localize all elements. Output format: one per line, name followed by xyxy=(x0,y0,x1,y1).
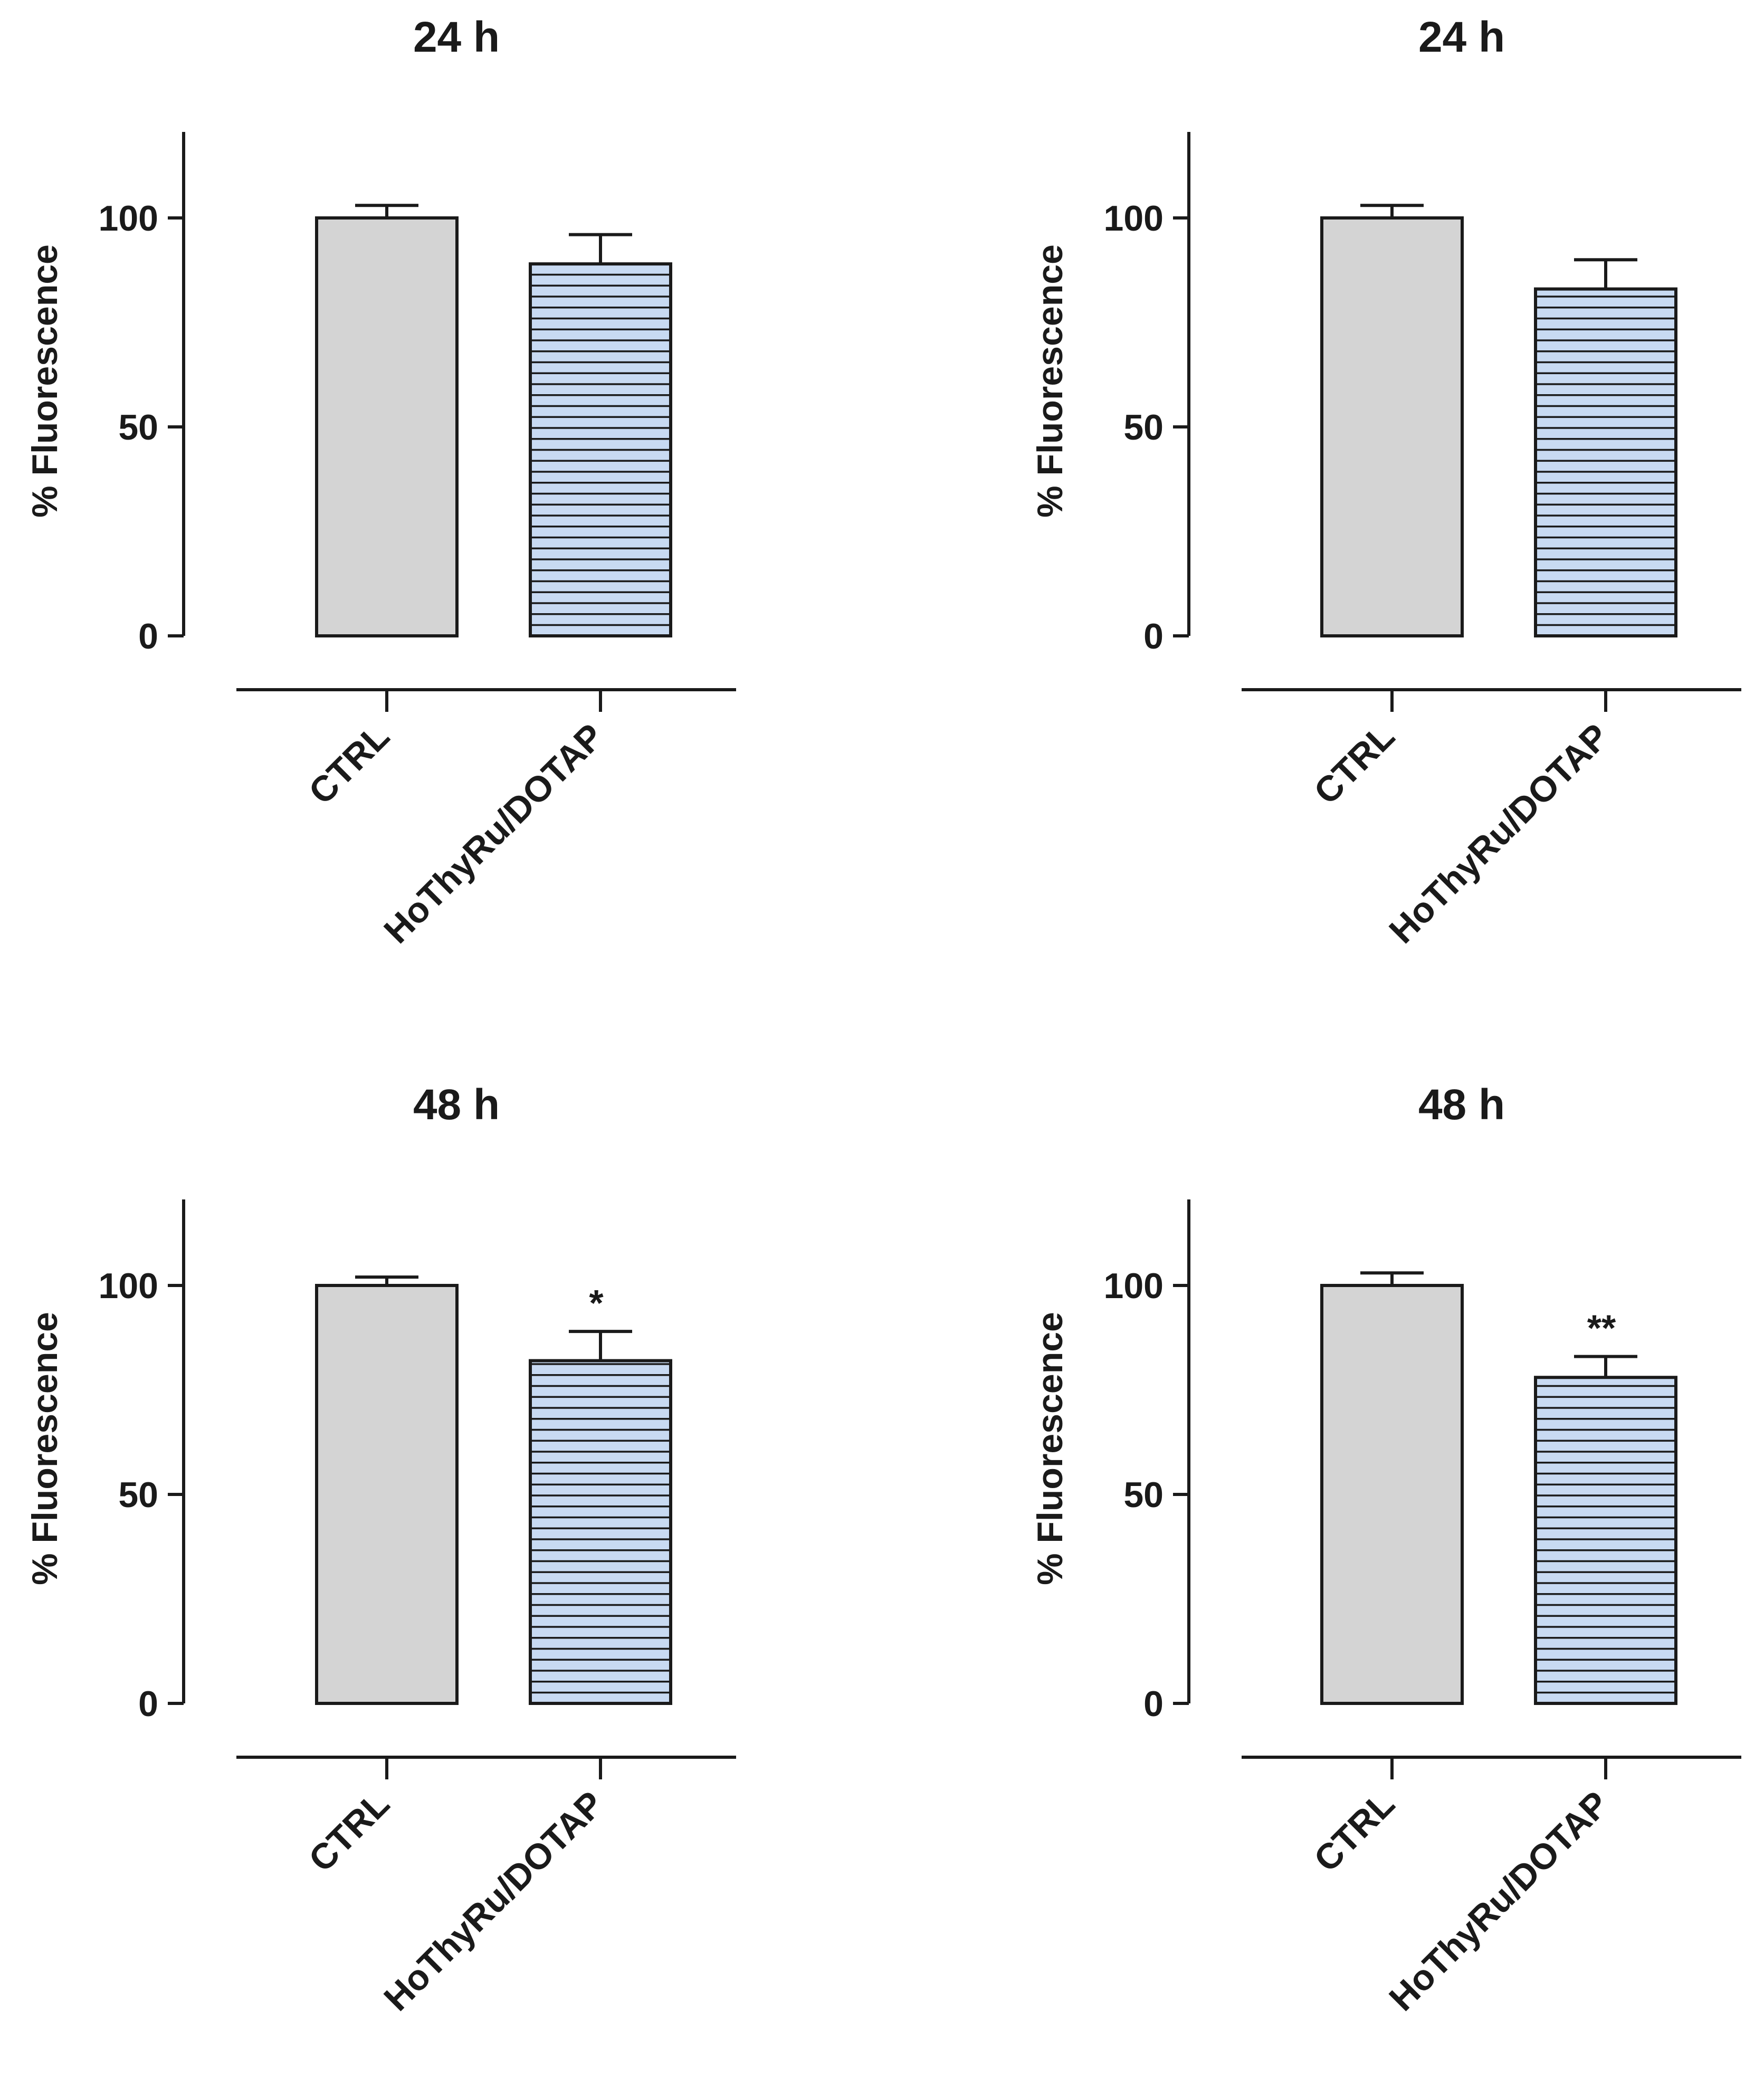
bars xyxy=(315,1284,672,1705)
y-tick-label: 100 xyxy=(99,198,158,239)
chart-title: 24 h xyxy=(413,13,500,61)
y-axis-label: % Fluorescence xyxy=(25,1312,65,1585)
significance-mark: * xyxy=(589,1282,604,1323)
y-axis-label: % Fluorescence xyxy=(25,244,65,518)
y-ticks: 0 50 100 xyxy=(1104,1266,1189,1724)
y-tick-label: 0 xyxy=(138,616,158,656)
chart-panel-1: 24 h % Fluorescence 0 50 100 CTRL HoThyRu/… xyxy=(25,13,736,951)
bar-treatment xyxy=(529,1359,672,1705)
category-label: CTRL xyxy=(301,716,397,812)
y-tick-label: 50 xyxy=(118,407,158,447)
y-ticks: 0 50 100 xyxy=(99,198,184,656)
y-ticks: 0 50 100 xyxy=(1104,198,1189,656)
bar-treatment xyxy=(1534,287,1677,637)
bar-treatment xyxy=(529,262,672,637)
y-tick-label: 50 xyxy=(1123,1475,1164,1515)
bars xyxy=(1320,1284,1677,1705)
y-tick-label: 100 xyxy=(1104,198,1164,239)
y-tick-label: 0 xyxy=(1143,1684,1164,1724)
category-label: HoThyRu/DOTAP xyxy=(1381,1784,1616,2018)
category-label: CTRL xyxy=(301,1784,397,1880)
category-label: CTRL xyxy=(1307,716,1403,812)
chart-panel-3: 48 h % Fluorescence 0 50 100 * CTRL HoThyR… xyxy=(25,1081,736,2018)
bar-ctrl xyxy=(315,1284,459,1705)
significance-marks: ** xyxy=(1587,1308,1616,1349)
chart-title: 24 h xyxy=(1418,13,1505,61)
chart-title: 48 h xyxy=(413,1081,500,1129)
chart-panel-2: 24 h % Fluorescence 0 50 100 CTRL HoThyRu/… xyxy=(1030,13,1741,951)
bars xyxy=(315,216,672,637)
significance-marks: * xyxy=(589,1282,604,1323)
x-ticks xyxy=(385,1757,602,1779)
y-axis-label: % Fluorescence xyxy=(1030,1312,1070,1585)
category-label: HoThyRu/DOTAP xyxy=(376,1784,611,2018)
category-label: CTRL xyxy=(1307,1784,1403,1880)
x-ticks xyxy=(385,690,602,712)
x-ticks xyxy=(1390,690,1607,712)
bar-ctrl xyxy=(315,216,459,637)
y-tick-label: 0 xyxy=(1143,616,1164,656)
chart-panel-4: 48 h % Fluorescence 0 50 100 ** CTRL HoThy… xyxy=(1030,1081,1741,2018)
category-labels: CTRL HoThyRu/DOTAP xyxy=(1307,1784,1617,2018)
bar-ctrl xyxy=(1320,1284,1464,1705)
bars xyxy=(1320,216,1677,637)
category-labels: CTRL HoThyRu/DOTAP xyxy=(1307,716,1617,951)
x-ticks xyxy=(1390,1757,1607,1779)
category-labels: CTRL HoThyRu/DOTAP xyxy=(301,1784,612,2018)
y-axis-label: % Fluorescence xyxy=(1030,244,1070,518)
bar-treatment xyxy=(1534,1376,1677,1705)
y-tick-label: 50 xyxy=(118,1475,158,1515)
y-tick-label: 0 xyxy=(138,1684,158,1724)
bar-ctrl xyxy=(1320,216,1464,637)
y-tick-label: 100 xyxy=(99,1266,158,1306)
y-ticks: 0 50 100 xyxy=(99,1266,184,1724)
category-label: HoThyRu/DOTAP xyxy=(376,716,611,951)
error-bars xyxy=(355,1275,632,1376)
category-labels: CTRL HoThyRu/DOTAP xyxy=(301,716,612,951)
y-tick-label: 100 xyxy=(1104,1266,1164,1306)
significance-mark: ** xyxy=(1587,1308,1616,1349)
category-label: HoThyRu/DOTAP xyxy=(1381,716,1616,951)
chart-title: 48 h xyxy=(1418,1081,1505,1129)
y-tick-label: 50 xyxy=(1123,407,1164,447)
